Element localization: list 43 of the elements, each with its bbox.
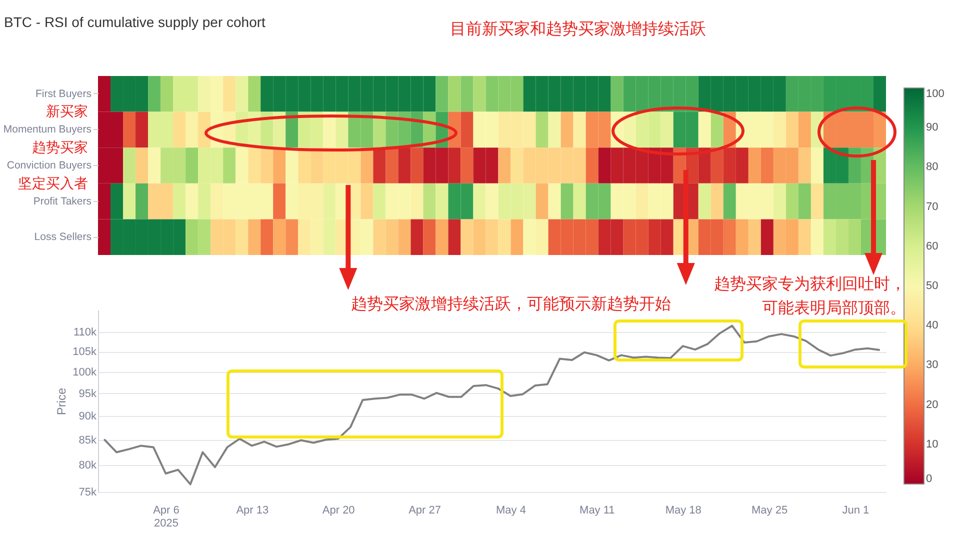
x-tick-label: Apr 20 xyxy=(322,504,355,516)
x-tick-label: Apr 6 2025 xyxy=(153,504,180,530)
y-tick-label: Conviction Buyers xyxy=(6,160,92,172)
color-bar-label: 80 xyxy=(926,161,938,174)
line-series xyxy=(103,324,881,486)
color-bar-label: 10 xyxy=(926,438,938,450)
text: 坚定买入者 xyxy=(18,175,88,192)
y-tick-label: Loss Sellers xyxy=(34,231,92,244)
y-tick-label: 75k xyxy=(78,486,97,498)
chart-title: BTC - RSI of cumulative supply per cohort xyxy=(4,14,266,30)
y-tick-label: 100k xyxy=(72,366,97,378)
y-tick-label: 85k xyxy=(78,434,97,446)
x-tick-label: May 18 xyxy=(665,504,702,516)
color-bar-label: 100 xyxy=(926,88,944,100)
y-tick-label: First Buyers xyxy=(35,88,92,100)
annotation: 可能表明局部顶部。 xyxy=(762,299,906,319)
x-tick-label: Apr 27 xyxy=(408,504,441,516)
annotation: 趋势买家激增持续活跃，可能预示新趋势开始 xyxy=(351,295,671,315)
x-tick-label: Apr 13 xyxy=(236,504,269,516)
color-bar-label: 70 xyxy=(926,200,938,213)
color-bar-label: 30 xyxy=(926,359,938,372)
y-tick-label: 90k xyxy=(78,410,97,422)
y-tick-label: 80k xyxy=(78,460,97,472)
color-bar-label: 40 xyxy=(926,320,938,332)
x-tick-label: May 25 xyxy=(751,504,788,516)
color-bar-label: 60 xyxy=(926,240,938,252)
color-bar-label: 0 xyxy=(926,473,932,485)
y-tick-label: 110k xyxy=(73,326,97,339)
text: 目前新买家和趋势买家激增持续活跃 xyxy=(450,20,706,40)
color-bar-label: 50 xyxy=(926,280,938,292)
y-axis-title: Price xyxy=(54,388,69,416)
text: 趋势买家 xyxy=(32,139,88,156)
text: 趋势买家专为获利回吐时， xyxy=(714,275,906,295)
color-bar-label: 20 xyxy=(926,398,938,411)
color-bar-label: 90 xyxy=(926,122,938,134)
text: 新买家 xyxy=(46,103,88,120)
x-tick-label: May 4 xyxy=(496,504,526,516)
y-tick-label: 95k xyxy=(78,388,97,400)
y-tick-label: Momentum Buyers xyxy=(3,124,92,136)
x-tick-label: Jun 1 xyxy=(842,504,870,516)
y-tick-label: Profit Takers xyxy=(33,195,92,208)
x-tick-label: May 11 xyxy=(580,504,615,516)
y-tick-label: 105k xyxy=(72,346,97,358)
